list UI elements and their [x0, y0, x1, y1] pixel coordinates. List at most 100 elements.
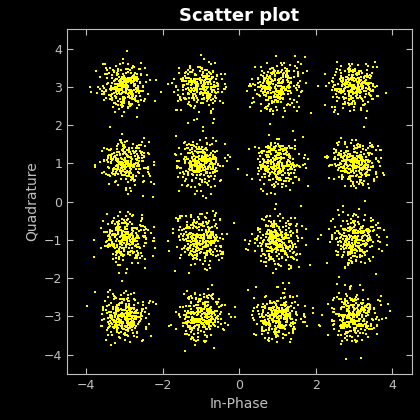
Channel 1: [338, 73, 344, 79]
Channel 1: [343, 74, 350, 80]
Channel 1: [118, 169, 124, 176]
Channel 1: [364, 108, 370, 115]
Channel 1: [353, 235, 360, 242]
Channel 1: [349, 60, 355, 67]
Channel 1: [198, 167, 205, 174]
Channel 1: [143, 79, 150, 86]
Channel 1: [101, 229, 108, 236]
Channel 1: [201, 94, 207, 101]
Channel 1: [345, 319, 352, 326]
Channel 1: [275, 244, 281, 251]
Channel 1: [275, 232, 281, 239]
Channel 1: [281, 154, 287, 161]
Channel 1: [365, 74, 371, 81]
Channel 1: [105, 294, 111, 301]
Channel 1: [124, 238, 131, 244]
Channel 1: [276, 304, 282, 311]
Channel 1: [211, 92, 218, 99]
Channel 1: [144, 150, 151, 157]
Channel 1: [100, 158, 107, 165]
Channel 1: [265, 68, 271, 75]
Channel 1: [183, 96, 189, 103]
Channel 1: [346, 92, 352, 99]
Channel 1: [349, 74, 355, 81]
Channel 1: [195, 316, 202, 323]
Channel 1: [276, 160, 282, 166]
Channel 1: [186, 159, 193, 166]
Channel 1: [273, 148, 279, 155]
Channel 1: [347, 107, 354, 114]
Channel 1: [356, 88, 363, 95]
Channel 1: [262, 75, 268, 82]
Channel 1: [116, 315, 123, 322]
Channel 1: [342, 149, 349, 155]
Channel 1: [331, 103, 338, 110]
Channel 1: [129, 318, 136, 325]
Channel 1: [201, 303, 208, 310]
Channel 1: [355, 86, 362, 92]
Channel 1: [128, 174, 135, 181]
Channel 1: [355, 61, 362, 68]
Channel 1: [299, 162, 306, 168]
Channel 1: [183, 319, 189, 326]
Channel 1: [121, 245, 128, 252]
Channel 1: [144, 72, 150, 79]
Channel 1: [262, 292, 269, 299]
Channel 1: [265, 329, 272, 336]
Channel 1: [109, 86, 116, 93]
Channel 1: [357, 86, 364, 93]
Channel 1: [366, 303, 373, 310]
Channel 1: [258, 235, 265, 242]
Channel 1: [173, 215, 180, 221]
Channel 1: [264, 106, 270, 113]
Channel 1: [259, 246, 265, 252]
Channel 1: [346, 318, 353, 325]
Channel 1: [143, 236, 150, 243]
Channel 1: [262, 319, 269, 326]
Channel 1: [365, 308, 372, 315]
Channel 1: [360, 228, 367, 235]
Channel 1: [123, 176, 129, 182]
Channel 1: [278, 309, 285, 315]
Channel 1: [120, 159, 127, 166]
Channel 1: [364, 165, 370, 171]
Channel 1: [111, 293, 118, 299]
Channel 1: [198, 146, 205, 152]
Channel 1: [352, 327, 358, 334]
Channel 1: [367, 158, 374, 165]
Channel 1: [359, 158, 366, 165]
Channel 1: [202, 165, 209, 172]
Channel 1: [374, 238, 381, 245]
Channel 1: [293, 252, 300, 258]
Channel 1: [274, 162, 281, 169]
Channel 1: [192, 338, 199, 344]
Channel 1: [366, 229, 373, 236]
Channel 1: [268, 76, 275, 82]
Channel 1: [128, 79, 135, 86]
Channel 1: [132, 172, 139, 179]
Channel 1: [119, 318, 126, 325]
Channel 1: [259, 68, 265, 74]
Channel 1: [275, 323, 281, 330]
Channel 1: [289, 239, 296, 246]
Channel 1: [106, 64, 113, 71]
Channel 1: [119, 237, 126, 244]
Channel 1: [356, 226, 363, 232]
Channel 1: [195, 247, 202, 254]
Channel 1: [350, 235, 357, 242]
Channel 1: [349, 98, 356, 105]
Channel 1: [174, 218, 181, 225]
Channel 1: [139, 306, 145, 313]
Channel 1: [182, 248, 189, 255]
Channel 1: [288, 262, 295, 269]
Channel 1: [359, 247, 365, 254]
Channel 1: [110, 241, 117, 248]
Channel 1: [172, 82, 179, 89]
Channel 1: [304, 155, 311, 162]
Channel 1: [371, 325, 378, 331]
Channel 1: [194, 154, 201, 160]
Channel 1: [254, 90, 261, 97]
Channel 1: [353, 339, 360, 346]
Channel 1: [200, 74, 207, 81]
Channel 1: [142, 240, 149, 247]
